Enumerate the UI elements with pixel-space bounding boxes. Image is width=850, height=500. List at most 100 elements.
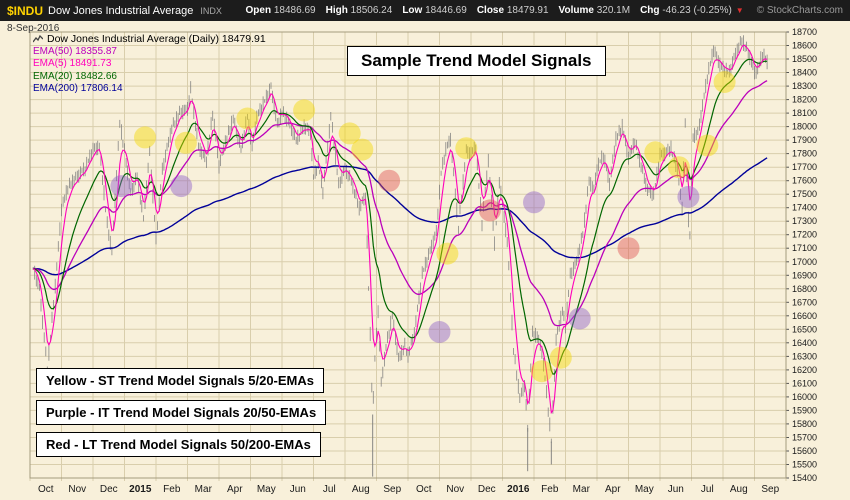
svg-text:18400: 18400 [792, 68, 817, 78]
stockcharts-copyright-link[interactable]: © StockCharts.com [756, 5, 843, 16]
signal-legend-purple: Purple - IT Trend Model Signals 20/50-EM… [36, 400, 327, 425]
stat-value: -46.23 (-0.25%) [662, 5, 732, 16]
ema200-line [33, 157, 768, 276]
svg-text:16300: 16300 [792, 351, 817, 361]
svg-text:16700: 16700 [792, 297, 817, 307]
svg-text:16900: 16900 [792, 270, 817, 280]
svg-text:Apr: Apr [227, 484, 243, 495]
svg-text:18200: 18200 [792, 95, 817, 105]
stat-close: Close 18479.91 [477, 5, 549, 16]
legend-ema20: EMA(20) 18482.66 [33, 70, 117, 82]
signal-dot-yellow [338, 122, 361, 145]
stat-value: 18486.69 [273, 5, 316, 16]
chart-header-bar: $INDU Dow Jones Industrial Average INDX … [0, 0, 850, 21]
stat-value: 18479.91 [506, 5, 549, 16]
svg-text:Oct: Oct [416, 484, 432, 495]
svg-text:Jun: Jun [668, 484, 684, 495]
svg-text:16800: 16800 [792, 284, 817, 294]
signal-dot-yellow [436, 242, 459, 265]
chart-annotation-title: Sample Trend Model Signals [347, 46, 606, 76]
svg-text:15800: 15800 [792, 419, 817, 429]
stat-label: High [325, 5, 348, 16]
svg-text:Nov: Nov [68, 484, 86, 495]
svg-text:15400: 15400 [792, 473, 817, 483]
stat-label: Open [245, 5, 272, 16]
stat-label: Low [402, 5, 423, 16]
svg-text:16100: 16100 [792, 378, 817, 388]
svg-text:Mar: Mar [195, 484, 213, 495]
signal-dot-red [478, 199, 501, 222]
quote-stats: Open 18486.69 High 18506.24 Low 18446.69… [246, 5, 744, 16]
svg-text:Mar: Mar [573, 484, 591, 495]
symbol-name: Dow Jones Industrial Average [48, 4, 194, 17]
signal-dot-yellow [713, 71, 736, 93]
stat-high: High 18506.24 [326, 5, 393, 16]
stat-low: Low 18446.69 [402, 5, 467, 16]
signal-dot-yellow [351, 138, 374, 161]
svg-text:May: May [635, 484, 654, 495]
svg-text:16500: 16500 [792, 324, 817, 334]
svg-text:17000: 17000 [792, 257, 817, 267]
svg-text:Dec: Dec [100, 484, 118, 495]
svg-text:17900: 17900 [792, 135, 817, 145]
svg-text:17500: 17500 [792, 189, 817, 199]
legend-ema200: EMA(200) 17806.14 [33, 83, 123, 94]
svg-text:Oct: Oct [38, 484, 54, 495]
svg-text:15900: 15900 [792, 405, 817, 415]
svg-text:16600: 16600 [792, 311, 817, 321]
svg-text:Dec: Dec [478, 484, 496, 495]
legend-ema50: EMA(50) 18355.87 [33, 45, 117, 57]
signal-dot-yellow [644, 141, 667, 164]
svg-text:Jul: Jul [701, 484, 714, 495]
ema5-line [32, 44, 768, 415]
stat-value: 18506.24 [350, 5, 393, 16]
signal-dot-yellow [667, 156, 690, 179]
svg-text:17400: 17400 [792, 203, 817, 213]
svg-text:Aug: Aug [352, 484, 370, 495]
svg-text:18300: 18300 [792, 81, 817, 91]
svg-text:Jun: Jun [290, 484, 306, 495]
svg-text:Apr: Apr [605, 484, 621, 495]
svg-text:17800: 17800 [792, 149, 817, 159]
signal-dots [110, 71, 736, 383]
svg-text:18600: 18600 [792, 41, 817, 51]
stat-value: 18446.69 [425, 5, 467, 16]
svg-text:Aug: Aug [730, 484, 748, 495]
svg-text:17100: 17100 [792, 243, 817, 253]
chart-style-icon [33, 35, 43, 43]
svg-text:Feb: Feb [541, 484, 559, 495]
stat-value: 320.1M [596, 5, 631, 16]
signal-dot-yellow [236, 107, 259, 130]
svg-text:18000: 18000 [792, 122, 817, 132]
svg-text:Sep: Sep [383, 484, 401, 495]
chart-legend: Dow Jones Industrial Average (Daily) 184… [33, 33, 266, 96]
signal-dot-yellow [293, 99, 316, 122]
svg-text:16000: 16000 [792, 392, 817, 402]
legend-ema5: EMA(5) 18491.73 [33, 58, 112, 69]
symbol-exchange: INDX [200, 5, 222, 16]
svg-text:Feb: Feb [163, 484, 181, 495]
legend-main-label: Dow Jones Industrial Average (Daily) 184… [47, 33, 266, 45]
ticker-symbol: $INDU [7, 3, 44, 18]
signal-dot-yellow [530, 360, 553, 383]
signal-dot-purple [523, 191, 545, 214]
x-grid-and-labels: Oct Nov Dec 2015 Feb Mar Apr May Jun Jul Aug Sep Oct… [29, 32, 787, 495]
change-down-arrow-icon: ▼ [735, 6, 744, 15]
signal-dot-yellow [549, 346, 572, 369]
signal-dot-yellow [134, 126, 156, 149]
svg-text:17700: 17700 [792, 162, 817, 172]
svg-text:15700: 15700 [792, 433, 817, 443]
stat-label: Volume [558, 5, 594, 16]
svg-text:17300: 17300 [792, 216, 817, 226]
stat-change: Chg -46.23 (-0.25%) [640, 5, 732, 16]
signal-dot-purple [677, 185, 700, 208]
svg-text:15500: 15500 [792, 460, 817, 470]
svg-text:16200: 16200 [792, 365, 817, 375]
signal-dot-yellow [174, 131, 197, 154]
stat-open: Open 18486.69 [246, 5, 316, 16]
stat-volume: Volume 320.1M [559, 5, 631, 16]
svg-text:18500: 18500 [792, 54, 817, 64]
ema20-line [32, 58, 768, 375]
signal-dot-purple [110, 175, 133, 198]
stat-label: Close [476, 5, 505, 16]
